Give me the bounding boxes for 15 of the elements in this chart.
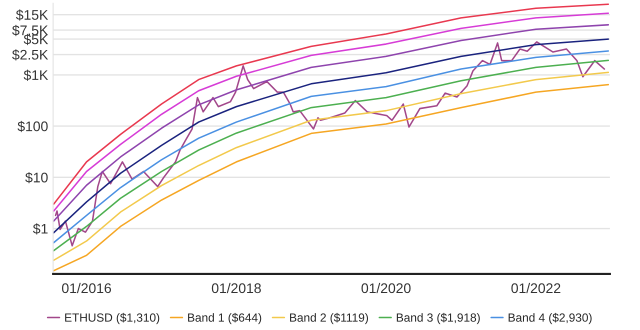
legend-label: Band 1 ($644) [188,312,262,324]
legend-label: Band 2 ($1119) [290,312,368,324]
legend-label: Band 4 ($2,930) [508,312,592,324]
y-tick-label: $1 [32,223,48,235]
legend-label: Band 3 ($1,918) [396,312,480,324]
x-tick-label: 01/2020 [361,282,411,294]
y-tick-label: $100 [18,120,48,132]
legend-label: ETHUSD ($1,310) [65,312,160,324]
x-tick-label: 01/2022 [511,282,560,294]
y-tick-label: $1K [24,70,48,81]
y-tick-label: $10 [25,172,48,184]
x-tick-label: 01/2016 [62,282,112,294]
x-tick-label: 01/2018 [212,282,261,294]
y-tick-label: $15K [16,9,48,21]
y-tick-label: $2.5K [12,49,48,61]
